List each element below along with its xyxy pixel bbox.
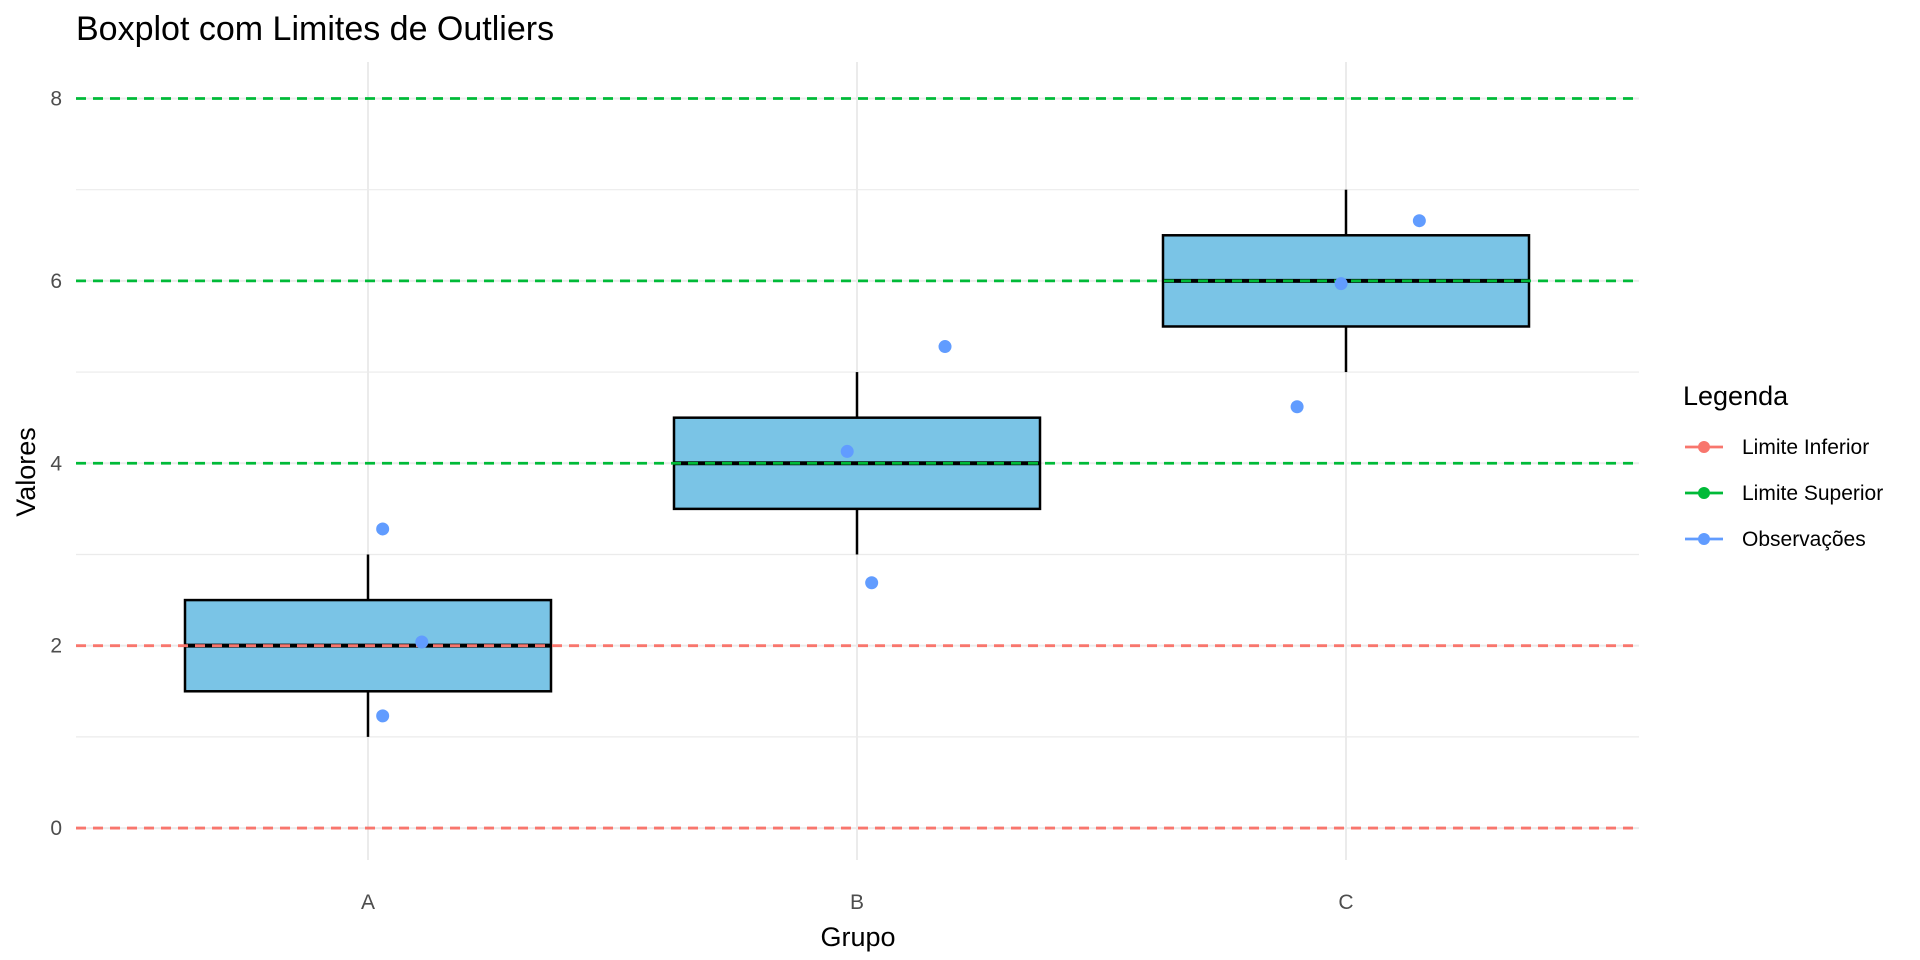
limit-lines bbox=[76, 97, 1639, 830]
legend-key-point bbox=[1698, 441, 1710, 453]
y-tick-label: 8 bbox=[50, 87, 62, 110]
x-tick-label: B bbox=[850, 891, 864, 914]
legend-item: Limite Superior bbox=[1685, 482, 1883, 505]
observation-point bbox=[938, 340, 952, 354]
x-axis-title: Grupo bbox=[820, 922, 895, 952]
legend: Legenda Limite Inferior Limite Superior Ob… bbox=[1683, 381, 1883, 551]
y-tick-label: 2 bbox=[50, 635, 62, 658]
legend-label: Limite Superior bbox=[1742, 482, 1883, 505]
observation-point bbox=[376, 522, 390, 536]
observation-point bbox=[1334, 277, 1348, 291]
legend-label: Limite Inferior bbox=[1742, 436, 1869, 459]
y-axis-title: Valores bbox=[11, 427, 41, 517]
legend-label: Observações bbox=[1742, 528, 1866, 551]
observation-point bbox=[865, 576, 879, 590]
observation-point bbox=[415, 635, 429, 649]
legend-item: Observações bbox=[1685, 528, 1866, 551]
x-tick-label: A bbox=[361, 891, 375, 914]
legend-title: Legenda bbox=[1683, 381, 1789, 411]
chart-title: Boxplot com Limites de Outliers bbox=[76, 10, 554, 48]
legend-items: Limite Inferior Limite Superior Observaçõe… bbox=[1685, 436, 1883, 551]
observation-point bbox=[840, 444, 854, 458]
observation-point bbox=[1412, 214, 1426, 228]
y-tick-label: 0 bbox=[50, 817, 62, 840]
legend-item: Limite Inferior bbox=[1685, 436, 1869, 459]
observation-points bbox=[376, 214, 1426, 723]
y-tick-label: 6 bbox=[50, 270, 62, 293]
y-tick-label: 4 bbox=[50, 452, 62, 475]
legend-key-point bbox=[1698, 487, 1710, 499]
legend-key-point bbox=[1698, 533, 1710, 545]
observation-point bbox=[376, 709, 390, 723]
x-tick-label: C bbox=[1338, 891, 1353, 914]
observation-point bbox=[1290, 400, 1304, 414]
axes: 0 2 4 6 8 A B C bbox=[50, 87, 1353, 914]
